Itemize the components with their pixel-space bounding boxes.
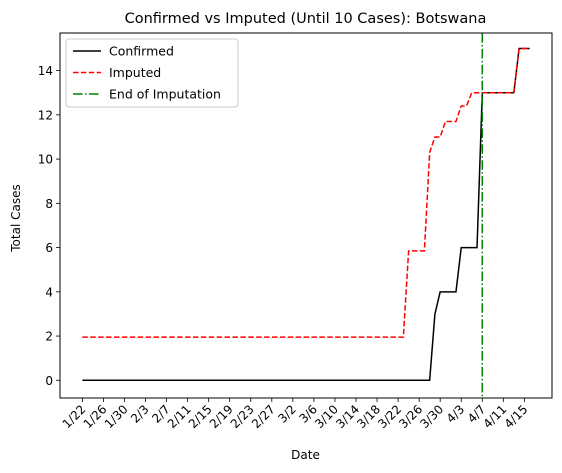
y-axis-label: Total Cases (9, 184, 23, 252)
x-tick-label: 2/27 (249, 402, 278, 431)
y-tick-label: 4 (45, 285, 53, 299)
y-tick-label: 6 (45, 241, 53, 255)
axes (59, 32, 553, 399)
legend-label: Confirmed (109, 44, 174, 59)
chart-title: Confirmed vs Imputed (Until 10 Cases): B… (125, 11, 487, 27)
x-axis-label: Date (291, 448, 320, 462)
x-tick-label: 4/15 (502, 402, 531, 431)
plot-frame (59, 32, 553, 399)
x-tick-label: 1/30 (102, 402, 131, 431)
series-line-confirmed (82, 47, 530, 382)
y-tick-label: 2 (45, 330, 53, 344)
series-line-imputed (82, 47, 530, 338)
legend-label: End of Imputation (109, 87, 221, 102)
legend: Confirmed Imputed End of Imputation (65, 38, 239, 108)
legend-box (65, 38, 239, 108)
x-tick-label: 2/3 (128, 402, 152, 426)
y-tick-label: 14 (38, 64, 53, 78)
plot-lines (82, 33, 530, 398)
x-tick-label: 4/3 (444, 402, 468, 426)
y-tick-label: 0 (45, 374, 53, 388)
y-tick-label: 8 (45, 197, 53, 211)
x-tick-label: 3/2 (275, 402, 299, 426)
y-tick-label: 12 (38, 108, 53, 122)
y-tick-label: 10 (38, 153, 53, 167)
x-tick-label: 3/30 (417, 402, 446, 431)
legend-label: Imputed (109, 65, 161, 80)
